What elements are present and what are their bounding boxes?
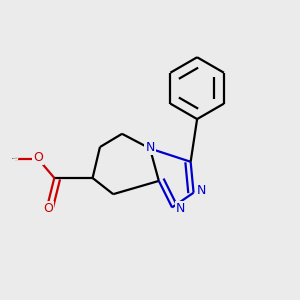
Text: methyl: methyl — [15, 158, 20, 159]
Text: N: N — [176, 202, 185, 214]
Text: N: N — [145, 141, 155, 154]
Text: N: N — [197, 184, 206, 197]
Text: O: O — [44, 202, 53, 215]
Text: O: O — [33, 151, 43, 164]
Text: methoxy: methoxy — [11, 158, 18, 160]
